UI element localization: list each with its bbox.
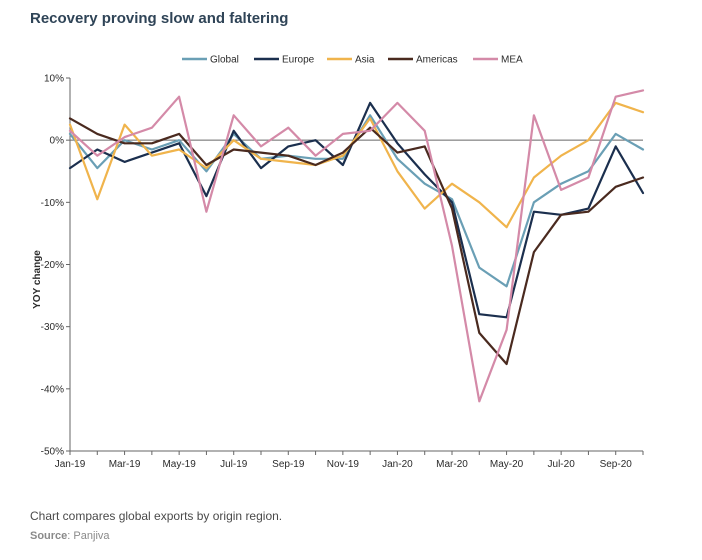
x-tick-label: May-19 (162, 459, 196, 470)
series-line-europe (68, 101, 645, 319)
legend-item-global: Global (182, 55, 239, 66)
x-tick-label: Mar-19 (109, 459, 141, 470)
chart-source: Source: Panjiva (30, 530, 110, 542)
x-tick-label: Jul-20 (548, 459, 576, 470)
y-tick-label: -50% (41, 447, 64, 458)
legend-item-americas: Americas (388, 55, 458, 66)
legend-label: Asia (355, 55, 375, 66)
x-tick-label: Sep-19 (272, 459, 305, 470)
line-chart: Global Europe Asia Americas MEA YOY change 1… (32, 55, 645, 470)
y-tick-label: -10% (41, 198, 64, 209)
legend-item-asia: Asia (327, 55, 375, 66)
x-tick-label: Mar-20 (436, 459, 468, 470)
x-tick-label: Jan-19 (55, 459, 86, 470)
legend-item-europe: Europe (254, 55, 315, 66)
series-line-mea (68, 89, 645, 403)
legend-label: MEA (501, 55, 523, 66)
y-tick-label: -40% (41, 384, 64, 395)
series-lines (68, 89, 645, 403)
legend-label: Americas (416, 55, 458, 66)
series-line-americas (68, 117, 645, 366)
legend-label: Global (210, 55, 239, 66)
x-tick-label: Sep-20 (600, 459, 633, 470)
y-tick-label: 0% (50, 136, 65, 147)
legend-label: Europe (282, 55, 315, 66)
source-label: Source (30, 530, 68, 542)
x-tick-label: Jul-19 (220, 459, 248, 470)
series-line-asia (68, 101, 645, 229)
y-tick-label: 10% (44, 74, 64, 85)
legend-item-mea: MEA (473, 55, 523, 66)
x-axis: Jan-19 Mar-19 May-19 Jul-19 Sep-19 Nov-19 Jan-… (55, 139, 644, 470)
x-tick-label: Nov-19 (327, 459, 360, 470)
x-tick-label: May-20 (490, 459, 524, 470)
source-text: Panjiva (73, 530, 110, 542)
y-axis-title: YOY change (32, 250, 43, 309)
y-tick-label: -30% (41, 322, 64, 333)
x-tick-label: Jan-20 (382, 459, 413, 470)
legend: Global Europe Asia Americas MEA (182, 55, 523, 66)
y-tick-label: -20% (41, 260, 64, 271)
chart-caption: Chart compares global exports by origin … (30, 509, 283, 523)
chart-title: Recovery proving slow and faltering (30, 10, 289, 27)
y-axis: 10% 0% -10% -20% -30% -40% -50% (41, 74, 71, 458)
